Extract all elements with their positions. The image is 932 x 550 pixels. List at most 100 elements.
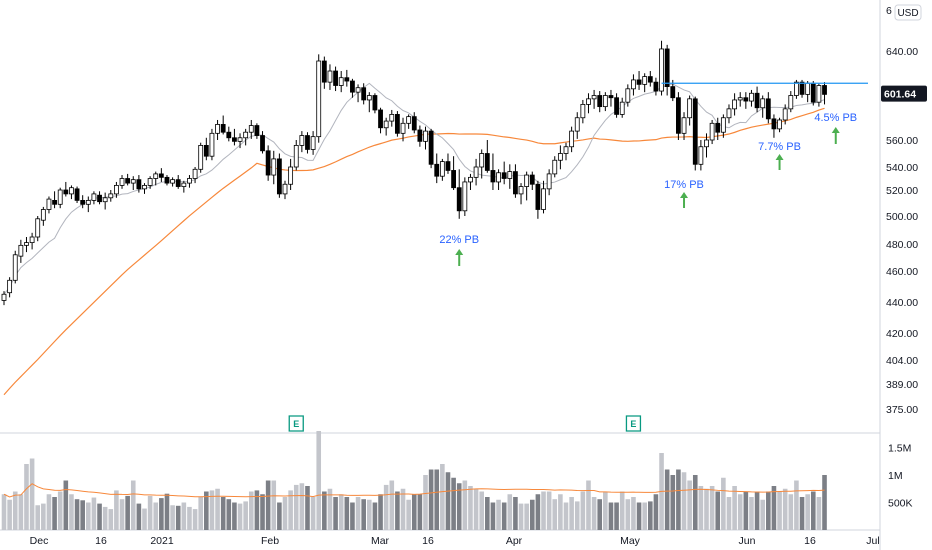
earnings-label: E — [293, 419, 299, 429]
volume-bar — [434, 469, 440, 530]
volume-bar — [41, 503, 46, 530]
candle-body — [29, 236, 35, 243]
candle-body — [676, 97, 681, 134]
volume-bar — [794, 480, 799, 530]
volume-bar — [743, 491, 749, 530]
time-tick-label: Mar — [371, 535, 390, 547]
candle-body — [276, 158, 282, 195]
price-tick-label: 520.00 — [886, 185, 918, 197]
volume-bar — [220, 497, 226, 530]
volume-bar — [591, 497, 597, 530]
candle-body — [215, 124, 220, 134]
candle-body — [423, 130, 428, 142]
time-tick-label: May — [620, 535, 641, 547]
candle-body — [366, 95, 372, 101]
candle-body — [490, 170, 496, 183]
volume-ma-line — [3, 483, 825, 498]
price-tick-label: 640.00 — [886, 46, 918, 58]
volume-bar — [687, 480, 692, 530]
candle-body — [170, 179, 176, 184]
volume-bar — [456, 483, 462, 530]
volume-bar — [676, 469, 681, 530]
last-price-box — [881, 85, 927, 102]
volume-bar — [406, 499, 411, 530]
volume-bar — [535, 494, 541, 530]
volume-bar — [704, 488, 709, 530]
candle-body — [209, 132, 215, 157]
candle-body — [130, 179, 136, 184]
candle-body — [254, 125, 260, 136]
candle-body — [175, 179, 181, 187]
volume-bar — [91, 497, 97, 530]
candle-body — [181, 182, 187, 187]
pullback-label: 22% PB — [439, 234, 479, 246]
candle-body — [687, 98, 693, 119]
candle-body — [108, 193, 114, 199]
volume-bar — [108, 509, 114, 530]
candle-body — [541, 188, 546, 210]
candle-body — [726, 108, 732, 119]
volume-bar — [299, 483, 305, 530]
volume-bar — [569, 497, 574, 530]
candle-body — [7, 279, 13, 294]
volume-bar — [395, 491, 400, 530]
candle-body — [97, 194, 102, 203]
volume-bar — [749, 497, 754, 530]
candle-body — [715, 122, 721, 133]
candle-body — [777, 119, 782, 130]
volume-bar — [293, 484, 299, 530]
price-tick-label: 500.00 — [886, 211, 918, 223]
volume-bar — [153, 502, 159, 530]
volume-bar — [816, 497, 822, 530]
candle-body — [445, 161, 451, 171]
candle-body — [383, 120, 389, 129]
candle-body — [546, 173, 552, 190]
chart-grid — [0, 0, 881, 550]
candle-body — [142, 184, 147, 190]
candle-body — [704, 139, 709, 148]
volume-bar — [322, 491, 327, 530]
volume-bar — [271, 480, 277, 530]
candle-body — [659, 48, 664, 92]
price-tick-label: 404.00 — [886, 355, 918, 367]
candle-body — [338, 77, 344, 86]
candle-body — [518, 186, 524, 195]
volume-bar — [310, 497, 316, 530]
candle-body — [765, 98, 771, 120]
volume-bar — [147, 495, 153, 530]
candle-body — [158, 173, 164, 178]
volume-bar — [754, 491, 760, 530]
candle-body — [462, 181, 468, 212]
candle-body — [271, 158, 277, 176]
price-tick-label: 389.00 — [886, 379, 918, 391]
volume-bar — [102, 506, 108, 530]
volume-bar — [237, 503, 243, 530]
candle-body — [591, 95, 597, 100]
volume-bar — [468, 486, 473, 530]
volume-bar — [619, 491, 625, 530]
volume-bar — [451, 477, 456, 530]
candle-body — [243, 131, 249, 139]
candle-body — [473, 166, 479, 178]
candle-body — [260, 135, 265, 152]
candle-body — [372, 95, 378, 111]
volume-bar — [574, 501, 580, 530]
candle-body — [586, 98, 591, 105]
candle-body — [653, 81, 659, 92]
candle-body — [552, 159, 558, 175]
candle-body — [91, 193, 97, 201]
volume-bar — [653, 494, 659, 530]
earnings-label: E — [630, 419, 636, 429]
volume-bar — [367, 499, 372, 530]
volume-bar — [625, 499, 631, 530]
currency-label: USD — [897, 8, 918, 19]
time-tick-label: Feb — [261, 535, 279, 547]
volume-bar — [69, 494, 74, 530]
candle-body — [119, 178, 125, 186]
candle-body — [608, 95, 614, 99]
time-tick-label: 2021 — [150, 535, 174, 547]
pullback-label: 4.5% PB — [814, 112, 857, 124]
volume-bar — [355, 497, 361, 530]
candle-body — [434, 163, 440, 177]
